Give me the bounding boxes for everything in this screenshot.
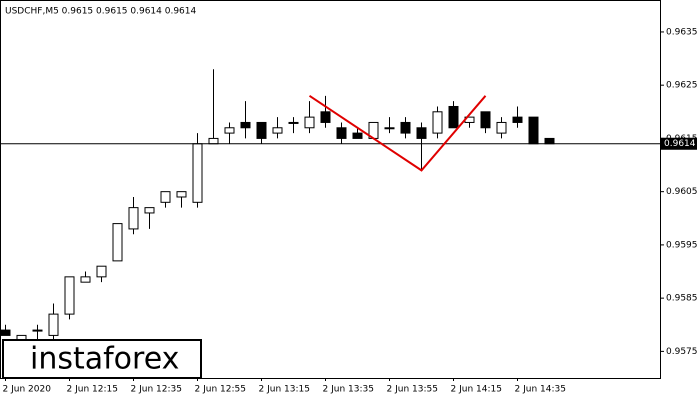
candle-body [528, 116, 539, 145]
candle-body [480, 111, 491, 129]
candle-body [432, 111, 443, 134]
chart-title: USDCHF,M5 0.9615 0.9615 0.9614 0.9614 [5, 7, 196, 17]
y-tick-label: 0.9605 [666, 187, 698, 197]
x-tick-label: 2 Jun 13:35 [323, 385, 374, 395]
candle-body [64, 276, 75, 315]
candle-body [400, 121, 411, 134]
candle-body [272, 127, 283, 134]
y-tick-label: 0.9585 [666, 294, 698, 304]
plot-frame [0, 0, 661, 379]
x-tick-label: 2 Jun 14:15 [451, 385, 502, 395]
x-tick-label: 2 Jun 14:35 [515, 385, 566, 395]
candle-body [240, 121, 251, 129]
candle-body [496, 121, 507, 134]
candle-body [544, 137, 555, 145]
y-tick-label: 0.9625 [666, 81, 698, 91]
candle-body [144, 207, 155, 214]
x-tick-label: 2 Jun 12:35 [131, 385, 182, 395]
candle-body [320, 111, 331, 123]
x-tick-label: 2 Jun 13:15 [259, 385, 310, 395]
candle-body [112, 223, 123, 262]
candle-body [32, 329, 43, 332]
candle-body [304, 116, 315, 129]
candle-body [80, 276, 91, 283]
x-tick-label: 2 Jun 2020 [3, 385, 52, 395]
y-tick-label: 0.9575 [666, 347, 698, 357]
candle-body [208, 137, 219, 145]
candle-body [416, 127, 427, 139]
candle-body [128, 207, 139, 230]
x-tick-label: 2 Jun 12:55 [195, 385, 246, 395]
current-price-box [661, 137, 697, 150]
watermark: instaforex [30, 342, 179, 377]
candle-body [224, 127, 235, 134]
x-tick-label: 2 Jun 13:55 [387, 385, 438, 395]
candle-body [336, 127, 347, 139]
candle-body [288, 121, 299, 124]
candle-body [48, 313, 59, 336]
candle-body [384, 127, 395, 130]
candle-body [192, 143, 203, 203]
candle-body [448, 105, 459, 129]
candle-body [512, 116, 523, 123]
candle-body [176, 191, 187, 198]
watermark-box [2, 339, 202, 379]
candle-body [160, 191, 171, 203]
candle-body [256, 121, 267, 139]
x-tick-label: 2 Jun 12:15 [67, 385, 118, 395]
y-tick-label: 0.9595 [666, 240, 698, 250]
candle-body [352, 132, 363, 139]
pattern-line [308, 94, 487, 172]
y-tick-label: 0.9635 [666, 27, 698, 37]
current-price-label: 0.9614 [664, 139, 696, 149]
candle-body [96, 265, 107, 278]
candle-body [0, 329, 11, 336]
